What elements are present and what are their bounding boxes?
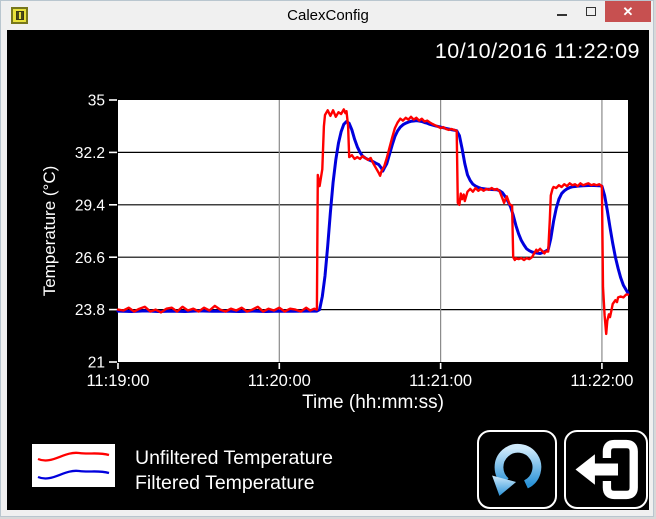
- exit-button[interactable]: [564, 430, 648, 509]
- maximize-icon: [585, 7, 596, 16]
- app-icon-glyph: [15, 11, 24, 20]
- y-tick-label: 26.6: [75, 250, 105, 267]
- exit-icon: [575, 439, 638, 500]
- minimize-button[interactable]: [547, 1, 576, 22]
- y-axis-title: Temperature (°C): [40, 165, 59, 297]
- x-tick-label: 11:20:00: [248, 372, 311, 390]
- plot-area: [118, 100, 628, 362]
- legend-label-filtered: Filtered Temperature: [135, 472, 315, 494]
- legend-unfiltered-line: [37, 451, 110, 462]
- maximize-button[interactable]: [576, 1, 605, 22]
- y-tick-label: 32.2: [75, 145, 105, 162]
- window-title: CalexConfig: [287, 7, 369, 24]
- x-axis-title: Time (hh:mm:ss): [302, 392, 444, 413]
- close-button[interactable]: ✕: [605, 1, 651, 22]
- x-tick-label: 11:21:00: [409, 372, 472, 390]
- refresh-icon: [492, 443, 542, 496]
- minimize-icon: [556, 13, 567, 16]
- legend-filtered-line: [37, 469, 110, 480]
- legend-label-unfiltered: Unfiltered Temperature: [135, 447, 333, 469]
- y-tick-label: 29.4: [75, 197, 106, 214]
- app-icon: [11, 7, 28, 24]
- series-line-unfiltered-temperature: [116, 108, 630, 336]
- refresh-button[interactable]: [477, 430, 557, 509]
- x-tick-label: 11:19:00: [86, 372, 149, 390]
- x-tick-label: 11:22:00: [570, 372, 633, 390]
- current-timestamp: 10/10/2016 11:22:09: [434, 39, 640, 63]
- client-area: 10/10/2016 11:22:09 35 32.2 29.4 26.6 23.8 21…: [7, 30, 649, 510]
- window-controls: ✕: [547, 1, 651, 22]
- titlebar[interactable]: CalexConfig ✕: [1, 1, 653, 30]
- y-tick-label: 21: [88, 355, 105, 372]
- close-icon: ✕: [622, 3, 634, 19]
- y-tick-label: 23.8: [75, 302, 105, 319]
- legend-swatch: [32, 444, 115, 487]
- y-tick-label: 35: [88, 93, 105, 110]
